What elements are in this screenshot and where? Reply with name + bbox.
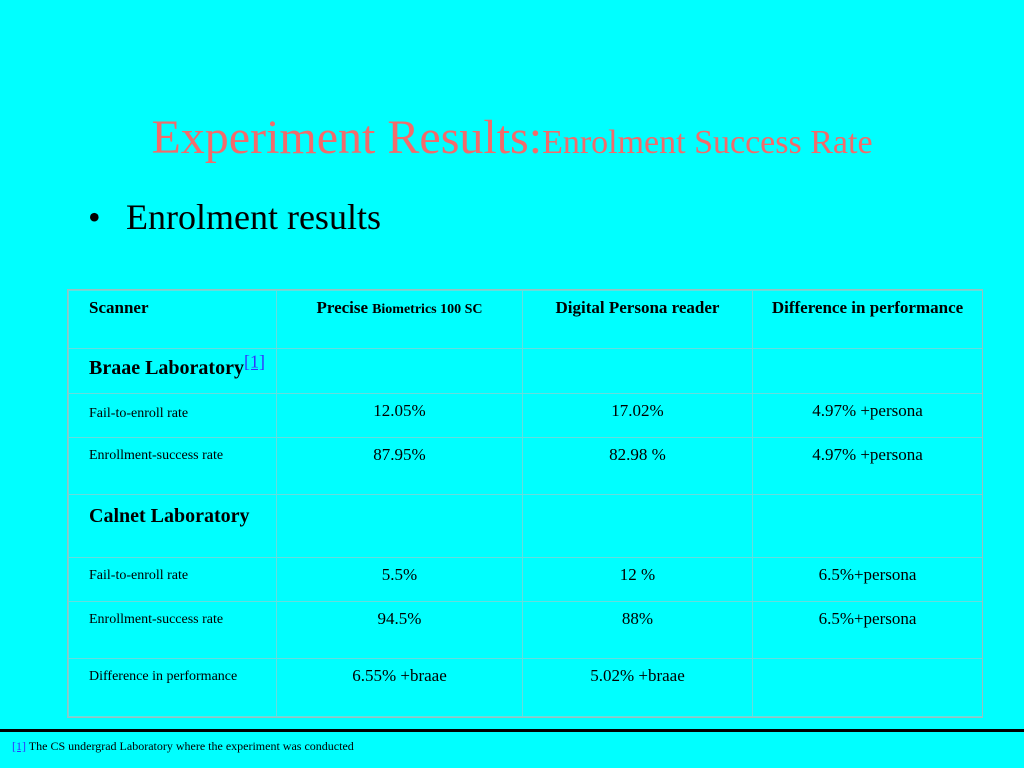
slide-title-main: Experiment Results: xyxy=(151,111,543,164)
cell-precise: 87.95% xyxy=(276,437,523,495)
cell-difference: 6.5%+persona xyxy=(752,601,983,659)
footnote-ref-link[interactable]: [1] xyxy=(243,351,265,372)
row-label: Enrollment-success rate xyxy=(68,601,277,659)
cell-difference xyxy=(752,658,983,717)
footnote: [1] The CS undergrad Laboratory where th… xyxy=(12,739,354,754)
results-table: Scanner Precise Biometrics 100 SC Digita… xyxy=(68,290,983,717)
group-label-braae: Braae Laboratory[1] xyxy=(68,348,277,394)
slide-title-subtitle: Enrolment Success Rate xyxy=(542,124,873,161)
cell-difference: 6.5%+persona xyxy=(752,557,983,602)
row-label: Difference in performance xyxy=(68,658,277,717)
slide-title: Experiment Results:Enrolment Success Rat… xyxy=(0,110,1024,165)
cell-digital: 17.02% xyxy=(522,393,753,438)
bullet-icon: • xyxy=(88,197,101,237)
cell-digital: 12 % xyxy=(522,557,753,602)
cell-difference: 4.97% +persona xyxy=(752,437,983,495)
footnote-text: The CS undergrad Laboratory where the ex… xyxy=(26,739,354,753)
group-row-braae: Braae Laboratory[1] xyxy=(68,348,983,394)
table-row: Enrollment-success rate 87.95% 82.98 % 4… xyxy=(68,437,983,495)
cell-precise: 94.5% xyxy=(276,601,523,659)
header-difference: Difference in performance xyxy=(752,290,983,349)
cell-precise: 6.55% +braae xyxy=(276,658,523,717)
cell-difference: 4.97% +persona xyxy=(752,393,983,438)
table-row: Enrollment-success rate 94.5% 88% 6.5%+p… xyxy=(68,601,983,659)
table-row: Fail-to-enroll rate 5.5% 12 % 6.5%+perso… xyxy=(68,557,983,602)
footnote-divider xyxy=(0,729,1024,732)
cell-digital: 82.98 % xyxy=(522,437,753,495)
row-label: Fail-to-enroll rate xyxy=(68,557,277,602)
bullet-text: Enrolment results xyxy=(126,197,381,237)
group-label-calnet: Calnet Laboratory xyxy=(68,494,277,558)
cell-digital: 5.02% +braae xyxy=(522,658,753,717)
table-row: Fail-to-enroll rate 12.05% 17.02% 4.97% … xyxy=(68,393,983,438)
cell-precise: 5.5% xyxy=(276,557,523,602)
header-precise: Precise Biometrics 100 SC xyxy=(276,290,523,349)
group-row-calnet: Calnet Laboratory xyxy=(68,494,983,558)
row-label: Fail-to-enroll rate xyxy=(68,393,277,438)
bullet-item: • Enrolment results xyxy=(88,196,381,238)
cell-digital: 88% xyxy=(522,601,753,659)
footnote-ref-link[interactable]: [1] xyxy=(12,739,26,753)
table-row: Difference in performance 6.55% +braae 5… xyxy=(68,658,983,717)
header-digital-persona: Digital Persona reader xyxy=(522,290,753,349)
row-label: Enrollment-success rate xyxy=(68,437,277,495)
table-header-row: Scanner Precise Biometrics 100 SC Digita… xyxy=(68,290,983,349)
cell-precise: 12.05% xyxy=(276,393,523,438)
header-scanner: Scanner xyxy=(68,290,277,349)
